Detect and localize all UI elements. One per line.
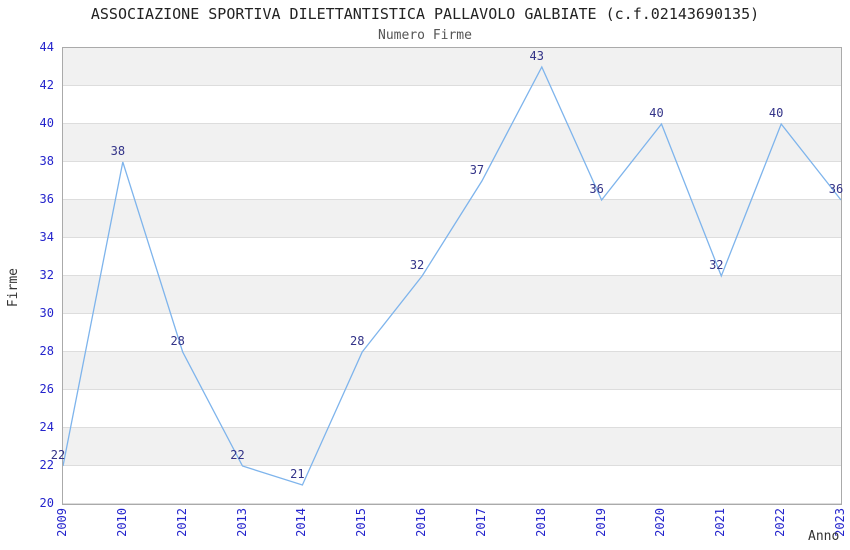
y-tick-label: 34 xyxy=(39,230,54,244)
x-tick-label: 2016 xyxy=(414,508,429,537)
grid-band xyxy=(63,390,841,428)
data-point-label: 38 xyxy=(110,144,126,158)
x-tick-label: 2010 xyxy=(114,508,129,537)
y-tick-label: 40 xyxy=(39,116,54,130)
data-point-label: 21 xyxy=(290,467,305,481)
y-tick-label: 26 xyxy=(39,382,54,396)
chart-title: ASSOCIAZIONE SPORTIVA DILETTANTISTICA PA… xyxy=(90,5,760,23)
data-point-label: 22 xyxy=(50,448,66,462)
x-tick-label: 2013 xyxy=(234,508,249,537)
x-tick-label: 2022 xyxy=(773,508,788,537)
y-tick-label: 28 xyxy=(39,344,54,358)
data-point-label: 36 xyxy=(589,182,604,196)
data-point-label: 43 xyxy=(529,49,544,63)
grid-band xyxy=(63,86,841,124)
y-tick-label: 30 xyxy=(39,306,54,320)
y-tick-label: 22 xyxy=(39,458,54,472)
data-point-label: 40 xyxy=(649,106,664,120)
series-polyline xyxy=(63,65,841,486)
x-tick-label: 2012 xyxy=(174,508,189,537)
data-point-label: 28 xyxy=(170,334,185,348)
grid-band xyxy=(63,314,841,352)
x-axis-title: Anno xyxy=(808,529,840,544)
x-tick-label: 2009 xyxy=(55,508,69,537)
x-tick-label: 2017 xyxy=(473,508,488,537)
chart-subtitle: Numero Firme xyxy=(378,28,472,43)
x-tick-label: 2021 xyxy=(713,508,728,537)
grid-band xyxy=(63,124,841,162)
data-point-label: 37 xyxy=(469,163,485,177)
data-point-label: 36 xyxy=(828,182,844,196)
y-tick-label: 24 xyxy=(39,420,54,434)
y-axis-title: Firme xyxy=(6,268,21,308)
grid-band xyxy=(63,466,841,504)
x-tick-label: 2015 xyxy=(354,508,369,537)
y-tick-label: 44 xyxy=(39,40,54,54)
y-tick-label: 20 xyxy=(39,496,54,510)
y-tick-label: 38 xyxy=(39,154,54,168)
y-tick-label: 36 xyxy=(39,192,54,206)
grid-band xyxy=(63,48,841,86)
data-point-label: 22 xyxy=(230,448,245,462)
data-point-label: 32 xyxy=(409,258,425,272)
grid-band xyxy=(63,200,841,238)
data-point-label: 28 xyxy=(349,334,365,348)
grid-band xyxy=(63,238,841,276)
x-tick-label: 2019 xyxy=(593,508,608,537)
plot-area xyxy=(62,47,842,505)
x-tick-label: 2020 xyxy=(653,508,668,537)
data-point-label: 32 xyxy=(709,258,724,272)
x-tick-label: 2018 xyxy=(533,508,548,537)
grid-band xyxy=(63,276,841,314)
y-tick-label: 42 xyxy=(39,78,54,92)
x-tick-label: 2014 xyxy=(294,508,309,537)
y-tick-label: 32 xyxy=(39,268,54,282)
line-series xyxy=(63,65,841,486)
data-point-label: 40 xyxy=(768,106,784,120)
grid-band xyxy=(63,428,841,466)
grid-band xyxy=(63,162,841,200)
